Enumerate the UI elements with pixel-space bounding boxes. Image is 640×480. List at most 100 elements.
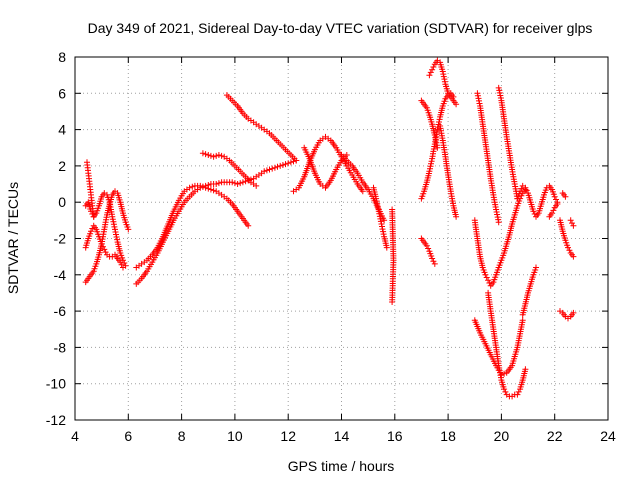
data-point [531,211,538,217]
data-point [88,228,94,235]
data-point [430,64,437,70]
series-arc-16 [426,57,460,108]
data-point [429,66,436,73]
data-point [199,183,206,190]
y-tick-label: 2 [58,158,66,174]
data-point [427,69,434,76]
data-point [436,119,442,125]
data-point [271,164,278,171]
data-point [189,183,196,190]
data-point [245,222,252,229]
data-point [89,225,96,232]
data-point [205,152,212,158]
x-axis-label: GPS time / hours [288,458,395,474]
series-arc-12 [370,184,390,251]
data-point [554,201,561,207]
data-point [100,243,106,250]
data-point [434,144,441,151]
data-point [343,152,350,158]
y-axis-label: SDTVAR / TECUs [5,182,21,294]
data-point [197,182,204,189]
data-point [453,101,460,108]
data-point [550,207,557,214]
data-point [293,157,300,164]
data-point [570,309,577,316]
y-tick-label: 4 [58,122,66,138]
data-point [218,152,225,159]
grid [75,57,608,420]
x-tick-label: 8 [178,428,186,444]
data-point [210,153,217,160]
data-point [426,72,433,79]
data-point [253,182,260,189]
series-arc-3 [82,222,126,271]
series-arc-25 [495,84,521,202]
series-arc-14 [418,97,441,151]
data-point [425,245,432,252]
data-point [102,249,109,256]
data-point [282,161,289,168]
y-tick-label: -12 [46,412,66,428]
data-point [567,217,574,224]
series-arc-6 [133,182,252,271]
data-point [530,208,537,215]
data-point [501,370,508,377]
series-arc-5 [133,157,300,287]
data-point [485,277,492,284]
data-point [274,163,281,170]
x-tick-label: 12 [280,428,296,444]
data-point [429,255,436,262]
data-point [215,152,222,158]
data-point [213,181,220,187]
data-point [566,247,573,254]
data-point [523,187,530,194]
data-point [118,261,125,268]
data-point [483,274,490,281]
data-point [486,280,493,286]
series-arc-23 [519,264,539,318]
x-tick-label: 22 [547,428,563,444]
data-point [562,193,569,200]
data-point [199,150,206,157]
data-point [213,152,220,159]
series-arc-7 [199,150,260,189]
data-point [101,246,108,253]
data-point [570,253,577,260]
series-arc-8 [223,92,300,164]
data-point [474,92,481,99]
data-point [549,210,555,217]
data-point [570,222,577,229]
data-point [551,193,558,200]
data-point [502,388,509,395]
x-tick-label: 20 [494,428,510,444]
data-point [553,196,559,203]
data-point [202,184,209,191]
series-arc-30 [567,217,577,229]
y-tick-label: -2 [54,231,67,247]
y-tick-label: 0 [58,194,66,210]
data-point [263,167,270,174]
x-tick-label: 6 [124,428,132,444]
x-tick-label: 10 [227,428,243,444]
series-arc-20 [474,90,502,226]
data-point [266,166,273,173]
data-point [186,184,193,191]
chart-title: Day 349 of 2021, Sidereal Day-to-day VTE… [88,20,593,36]
data-point [522,184,529,191]
data-points [82,57,577,400]
y-tick-label: 6 [58,85,66,101]
y-tick-label: 8 [58,49,66,65]
y-tick-label: -4 [54,267,67,283]
data-point [290,158,297,165]
data-point [231,180,238,187]
data-point [234,181,241,187]
data-point [423,242,430,249]
series-arc-22 [471,317,526,378]
data-point [430,258,437,265]
y-tick-label: -6 [54,303,67,319]
data-point [207,186,214,193]
data-point [285,160,292,167]
data-point [453,213,460,220]
x-tick-label: 4 [71,428,79,444]
